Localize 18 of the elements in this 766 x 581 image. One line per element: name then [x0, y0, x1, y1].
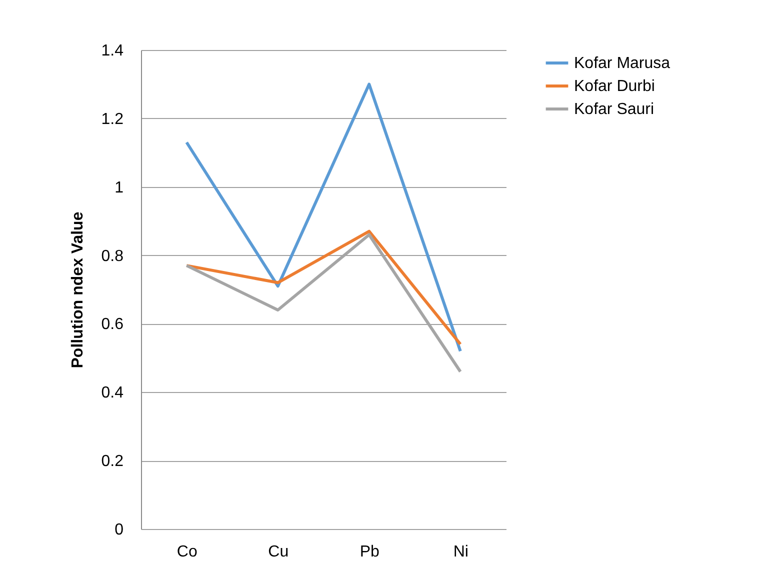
y-tick-label: 0 [114, 522, 124, 538]
legend-label: Kofar Durbi [574, 78, 655, 95]
x-tick-label: Cu [268, 544, 289, 560]
y-tick-label: 0.4 [101, 384, 124, 402]
y-axis-title: Pollution ndex Value [69, 212, 86, 368]
x-tick-label: Ni [453, 544, 468, 560]
x-tick-label: Pb [360, 544, 380, 560]
y-tick-label: 1.4 [101, 42, 124, 60]
y-tick-label: 1 [114, 179, 124, 196]
y-tick-label: 1.2 [101, 110, 124, 128]
y-tick-label: 0.8 [101, 248, 124, 265]
y-tick-label: 0.2 [101, 453, 124, 470]
legend-label: Kofar Marusa [574, 55, 670, 72]
y-tick-label: 0.6 [101, 316, 124, 334]
x-tick-label: Co [176, 544, 198, 560]
line-series [185, 82, 462, 353]
legend-label: Kofar Sauri [574, 101, 654, 118]
line-series [185, 230, 462, 346]
